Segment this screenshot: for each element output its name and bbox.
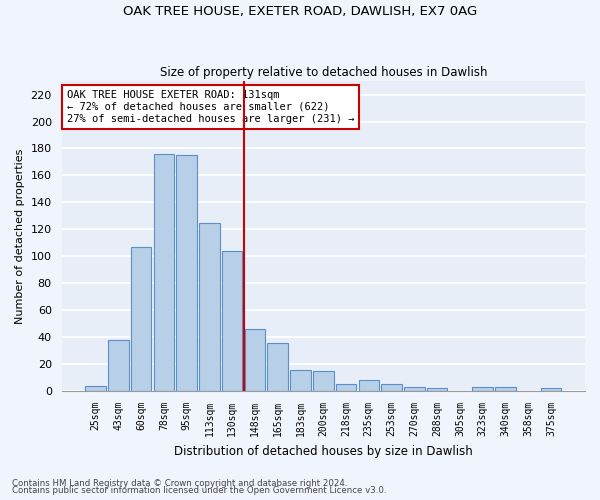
Bar [85, 386, 106, 391]
Bar [268, 342, 288, 391]
Bar [108, 340, 128, 391]
Bar [245, 329, 265, 391]
Text: Contains HM Land Registry data © Crown copyright and database right 2024.: Contains HM Land Registry data © Crown c… [12, 478, 347, 488]
Bar [427, 388, 448, 391]
Bar [154, 154, 174, 391]
Bar [359, 380, 379, 391]
Y-axis label: Number of detached properties: Number of detached properties [15, 148, 25, 324]
Bar [472, 387, 493, 391]
Bar [495, 387, 515, 391]
Bar [541, 388, 561, 391]
Bar [176, 155, 197, 391]
Text: Contains public sector information licensed under the Open Government Licence v3: Contains public sector information licen… [12, 486, 386, 495]
Bar [131, 247, 151, 391]
Bar [290, 370, 311, 391]
Bar [382, 384, 402, 391]
Title: Size of property relative to detached houses in Dawlish: Size of property relative to detached ho… [160, 66, 487, 78]
Bar [222, 251, 242, 391]
Bar [336, 384, 356, 391]
Text: OAK TREE HOUSE, EXETER ROAD, DAWLISH, EX7 0AG: OAK TREE HOUSE, EXETER ROAD, DAWLISH, EX… [123, 5, 477, 18]
X-axis label: Distribution of detached houses by size in Dawlish: Distribution of detached houses by size … [174, 444, 473, 458]
Text: OAK TREE HOUSE EXETER ROAD: 131sqm
← 72% of detached houses are smaller (622)
27: OAK TREE HOUSE EXETER ROAD: 131sqm ← 72%… [67, 90, 354, 124]
Bar [313, 371, 334, 391]
Bar [199, 222, 220, 391]
Bar [404, 387, 425, 391]
